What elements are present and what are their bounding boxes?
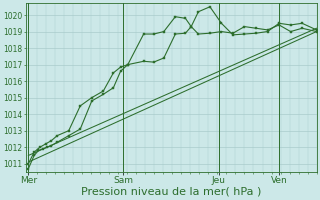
X-axis label: Pression niveau de la mer( hPa ): Pression niveau de la mer( hPa ) [81, 187, 261, 197]
